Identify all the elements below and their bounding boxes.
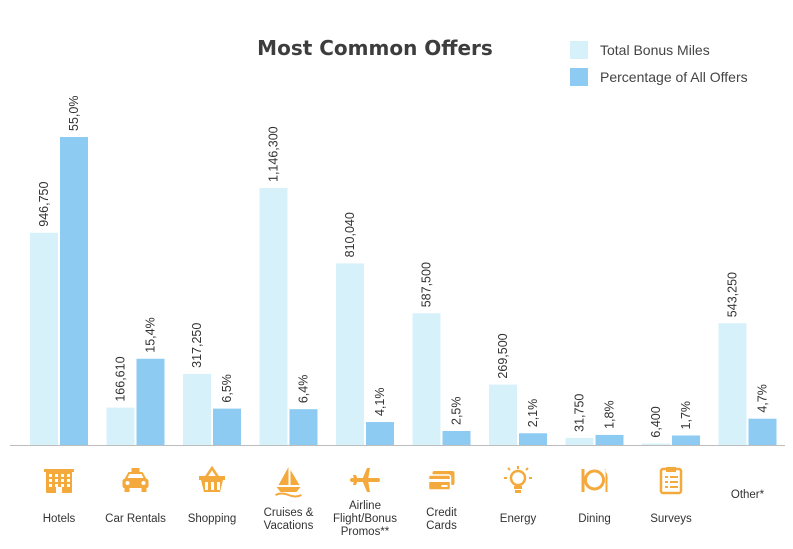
- bar-percentage-credit-cards: [442, 431, 471, 445]
- bar-total-bonus-miles-shopping: [183, 373, 211, 445]
- data-label-total-bonus-miles-car-rentals: 166,610: [114, 356, 128, 401]
- category-label-cruises-vacations: Cruises & Vacations: [263, 507, 314, 532]
- data-label-percentage-surveys: 1,7%: [679, 401, 693, 430]
- data-label-percentage-energy: 2,1%: [526, 399, 540, 428]
- airplane-icon: [350, 468, 380, 492]
- bar-percentage-other: [748, 418, 777, 445]
- category-label-credit-cards: Credit Cards: [426, 507, 457, 532]
- category-label-shopping: Shopping: [187, 513, 237, 525]
- data-label-total-bonus-miles-other: 543,250: [726, 272, 740, 317]
- legend-label-total-bonus-miles: Total Bonus Miles: [600, 41, 710, 58]
- shopping-basket-icon: [199, 465, 225, 492]
- bar-total-bonus-miles-other: [718, 323, 747, 445]
- category-label-hotels: Hotels: [42, 513, 76, 525]
- bar-total-bonus-miles-hotels: [30, 232, 58, 445]
- category-label-airline-flight-bonus-promos: Airline Flight/Bonus Promos**: [333, 500, 397, 538]
- data-label-percentage-credit-cards: 2,5%: [450, 397, 464, 426]
- hotel-icon: [44, 469, 74, 493]
- car-icon: [122, 468, 149, 492]
- bar-total-bonus-miles-energy: [489, 384, 517, 445]
- data-label-percentage-hotels: 55,0%: [67, 96, 81, 131]
- legend-item-percentage-of-all-offers: Percentage of All Offers: [570, 63, 748, 90]
- bar-total-bonus-miles-airline-flight-bonus-promos: [336, 263, 364, 445]
- sailboat-icon: [275, 467, 302, 498]
- bar-total-bonus-miles-cruises-vacations: [259, 188, 288, 445]
- data-label-percentage-shopping: 6,5%: [220, 374, 234, 403]
- data-label-percentage-airline-flight-bonus-promos: 4,1%: [373, 388, 387, 417]
- bar-total-bonus-miles-credit-cards: [412, 313, 441, 445]
- category-label-surveys: Surveys: [650, 513, 692, 525]
- category-label-other: Other*: [730, 489, 765, 501]
- legend: Total Bonus Miles Percentage of All Offe…: [570, 36, 748, 90]
- clipboard-icon: [659, 467, 683, 495]
- data-label-total-bonus-miles-dining: 31,750: [573, 394, 587, 432]
- bar-percentage-dining: [595, 434, 624, 445]
- category-label-car-rentals: Car Rentals: [105, 513, 166, 525]
- data-label-percentage-dining: 1,8%: [603, 400, 617, 429]
- data-label-total-bonus-miles-surveys: 6,400: [649, 406, 663, 437]
- data-label-percentage-other: 4,7%: [756, 384, 770, 413]
- bar-total-bonus-miles-car-rentals: [106, 407, 135, 445]
- legend-swatch-percentage-of-all-offers: [570, 67, 588, 86]
- category-label-dining: Dining: [578, 513, 611, 525]
- credit-card-icon: [427, 471, 455, 491]
- bar-percentage-shopping: [213, 408, 241, 445]
- bar-percentage-cruises-vacations: [289, 409, 318, 445]
- bar-percentage-hotels: [60, 137, 88, 445]
- bar-total-bonus-miles-dining: [565, 437, 594, 445]
- lightbulb-icon: [504, 466, 532, 493]
- bar-total-bonus-miles-surveys: [642, 443, 670, 445]
- bar-percentage-car-rentals: [136, 358, 165, 445]
- legend-swatch-total-bonus-miles: [570, 40, 588, 59]
- data-label-percentage-car-rentals: 15,4%: [144, 317, 158, 352]
- bar-percentage-airline-flight-bonus-promos: [366, 422, 394, 445]
- legend-label-percentage-of-all-offers: Percentage of All Offers: [600, 68, 748, 85]
- bar-percentage-energy: [519, 433, 547, 445]
- data-label-total-bonus-miles-airline-flight-bonus-promos: 810,040: [343, 212, 357, 257]
- data-label-percentage-cruises-vacations: 6,4%: [297, 375, 311, 404]
- data-label-total-bonus-miles-shopping: 317,250: [190, 323, 204, 368]
- data-label-total-bonus-miles-energy: 269,500: [496, 333, 510, 378]
- data-label-total-bonus-miles-cruises-vacations: 1,146,300: [267, 126, 281, 182]
- chart-title: Most Common Offers: [257, 36, 493, 60]
- data-label-total-bonus-miles-credit-cards: 587,500: [420, 262, 434, 307]
- category-label-energy: Energy: [499, 513, 537, 525]
- data-label-total-bonus-miles-hotels: 946,750: [37, 182, 51, 227]
- legend-item-total-bonus-miles: Total Bonus Miles: [570, 36, 748, 63]
- dining-icon: [581, 469, 608, 492]
- bar-percentage-surveys: [672, 435, 700, 445]
